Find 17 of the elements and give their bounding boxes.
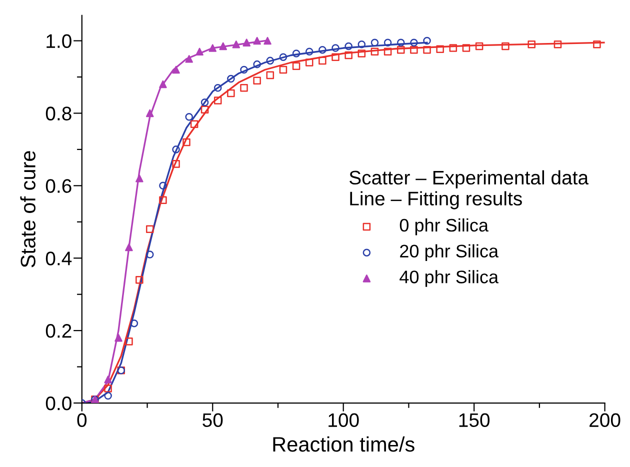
legend-title: Scatter – Experimental data Line – Fitting results bbox=[350, 170, 589, 210]
y-tick-label: 1.0 bbox=[46, 34, 72, 48]
legend-label: 20 phr Silica bbox=[400, 244, 499, 262]
y-tick-label: 0.2 bbox=[46, 324, 72, 338]
x-tick-label: 200 bbox=[590, 413, 620, 428]
y-tick-label: 0.8 bbox=[46, 106, 72, 120]
legend-label: 0 phr Silica bbox=[400, 218, 488, 236]
y-tick-label: 0.4 bbox=[46, 252, 72, 266]
y-tick-label: 0.6 bbox=[46, 179, 72, 193]
x-tick-label: 0 bbox=[77, 413, 87, 428]
x-tick-label: 150 bbox=[459, 413, 490, 428]
y-tick-label: 0.0 bbox=[46, 396, 72, 410]
y-axis-title: State of cure bbox=[20, 151, 36, 268]
x-axis-title: Reaction time/s bbox=[273, 436, 414, 452]
x-tick-label: 100 bbox=[328, 413, 359, 428]
x-tick-label: 50 bbox=[202, 413, 223, 428]
legend-label: 40 phr Silica bbox=[400, 270, 499, 287]
